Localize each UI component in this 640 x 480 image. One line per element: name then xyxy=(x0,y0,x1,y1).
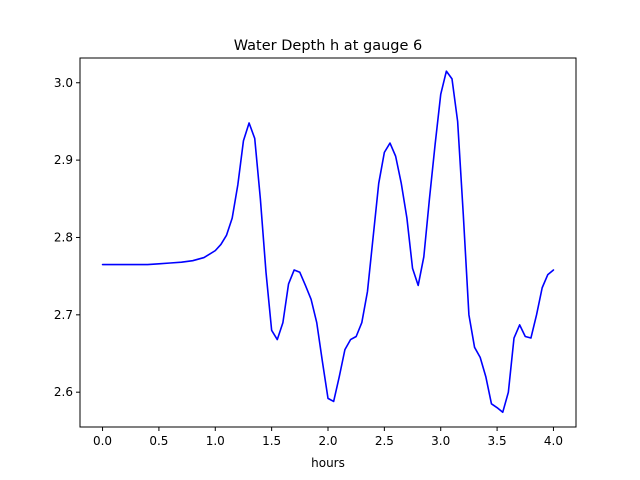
y-tick-label: 3.0 xyxy=(54,76,73,90)
x-tick-label: 3.0 xyxy=(431,434,450,448)
x-tick-label: 2.0 xyxy=(318,434,337,448)
plot-area xyxy=(101,70,555,414)
x-tick-label: 0.0 xyxy=(93,434,112,448)
y-tick-label: 2.7 xyxy=(54,308,73,322)
y-tick-label: 2.6 xyxy=(54,385,73,399)
x-axis-label: hours xyxy=(311,456,345,470)
series-line-1 xyxy=(101,70,555,414)
x-tick-label: 4.0 xyxy=(544,434,563,448)
x-tick-label: 1.0 xyxy=(206,434,225,448)
x-axis: 0.0 0.5 1.0 1.5 2.0 2.5 3.0 3.5 4.0 xyxy=(93,427,563,448)
x-tick-label: 2.5 xyxy=(375,434,394,448)
chart-title: Water Depth h at gauge 6 xyxy=(234,38,422,54)
x-tick-label: 1.5 xyxy=(262,434,281,448)
y-tick-label: 2.8 xyxy=(54,230,73,244)
y-tick-label: 2.9 xyxy=(54,153,73,167)
x-tick-label: 3.5 xyxy=(488,434,507,448)
y-axis: 2.6 2.7 2.8 2.9 3.0 xyxy=(54,76,80,399)
x-tick-label: 0.5 xyxy=(149,434,168,448)
